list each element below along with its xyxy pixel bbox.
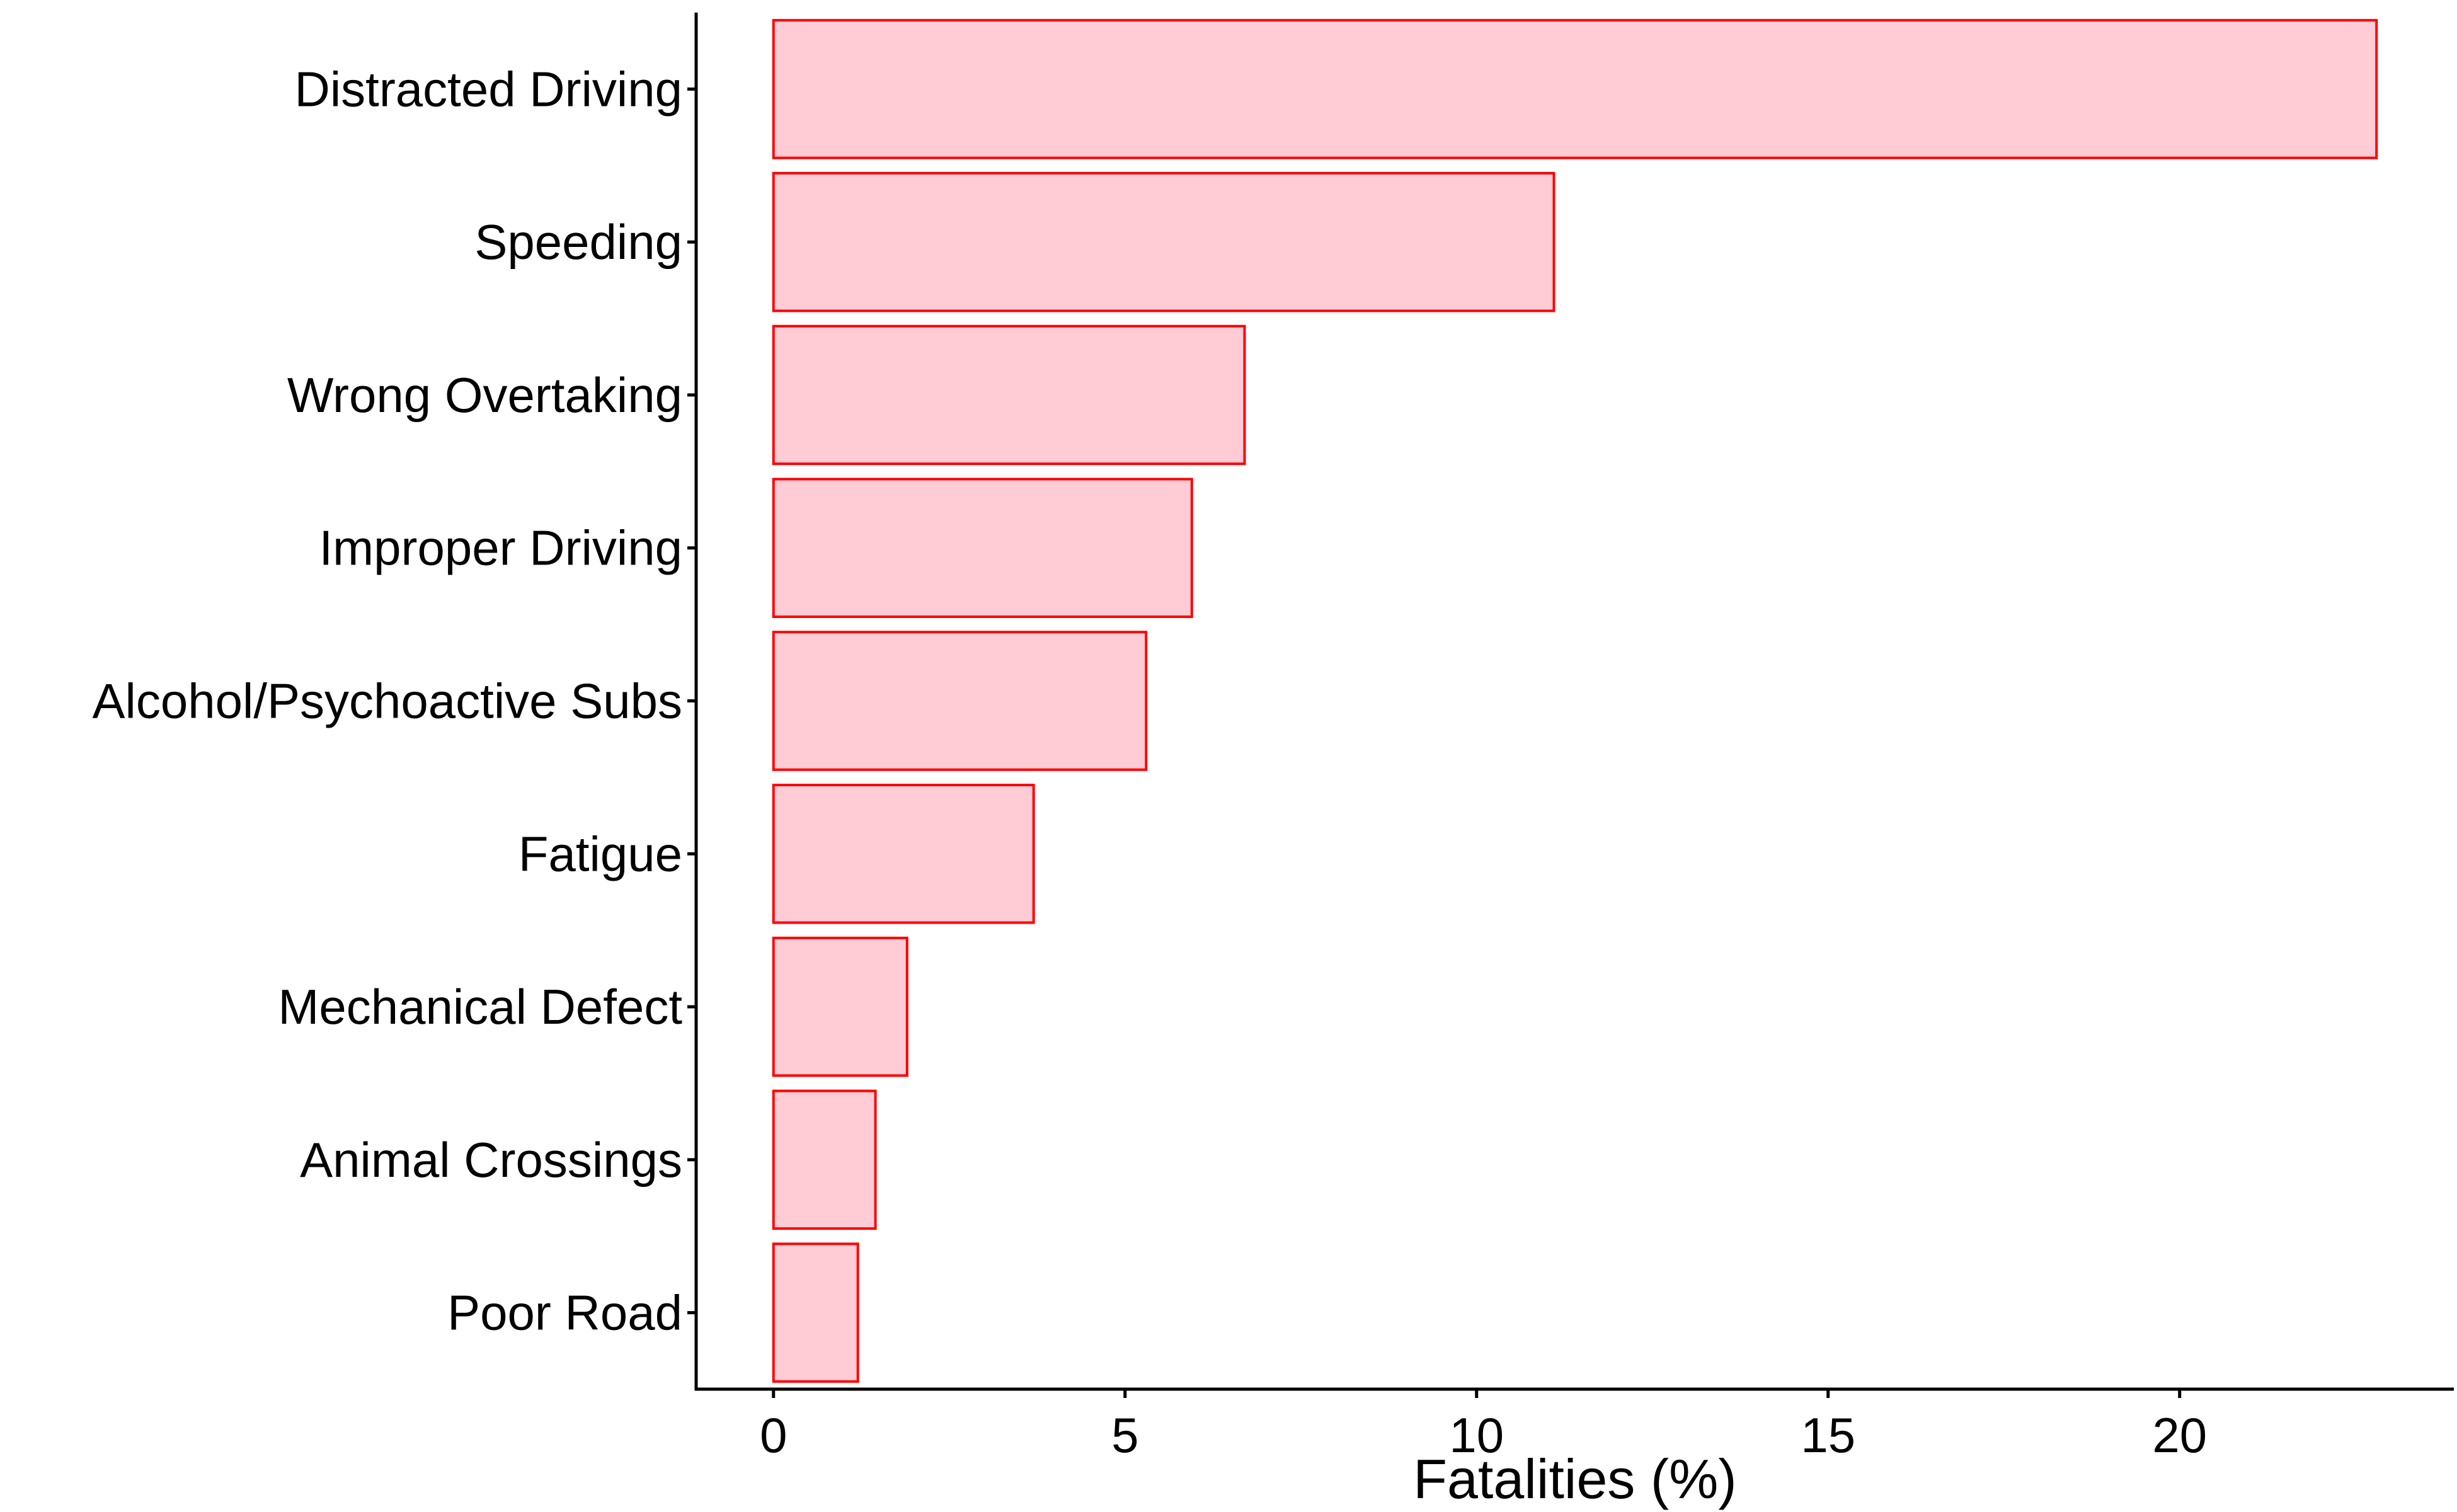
- bar: [772, 1242, 859, 1383]
- x-ticks-layer: 0 5 10 15 20: [760, 1389, 2207, 1463]
- y-tick-label: Improper Driving: [319, 520, 682, 576]
- y-tick-label: Animal Crossings: [300, 1132, 682, 1188]
- bar: [772, 784, 1035, 924]
- bar: [772, 19, 2378, 159]
- bar: [772, 631, 1148, 771]
- y-tick-label: Distracted Driving: [294, 61, 682, 117]
- bar: [772, 936, 908, 1077]
- bars-layer: [772, 19, 2378, 1383]
- y-ticks-layer: Distracted Driving Speeding Wrong Overtaki…: [93, 61, 696, 1341]
- x-tick-label: 15: [1801, 1407, 1855, 1463]
- x-tick-label: 20: [2152, 1407, 2207, 1463]
- bar: [772, 171, 1555, 312]
- bar: [772, 324, 1246, 466]
- y-tick-label: Alcohol/Psychoactive Subs: [93, 673, 683, 729]
- x-tick-label: 0: [760, 1407, 787, 1463]
- x-tick-label: 10: [1449, 1407, 1504, 1463]
- y-tick-label: Fatigue: [518, 826, 682, 881]
- x-axis-title: Fatalities (%): [1413, 1448, 1736, 1510]
- x-tick-label: 5: [1111, 1407, 1138, 1463]
- y-tick-label: Wrong Overtaking: [287, 367, 682, 423]
- bar: [772, 1089, 877, 1230]
- y-tick-label: Mechanical Defect: [278, 979, 682, 1034]
- bar: [772, 478, 1193, 618]
- y-tick-label: Speeding: [474, 214, 682, 270]
- y-tick-label: Poor Road: [447, 1285, 682, 1341]
